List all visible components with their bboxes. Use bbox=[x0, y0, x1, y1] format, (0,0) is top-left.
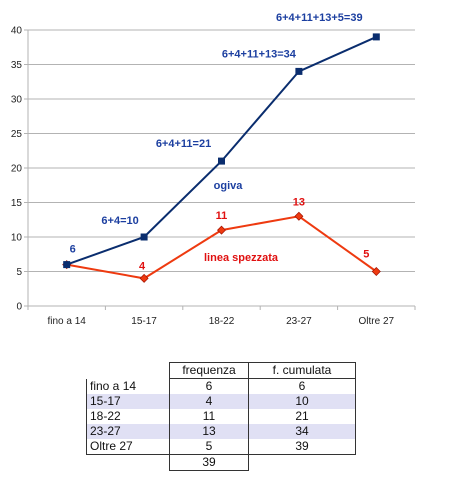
grid-lines bbox=[28, 29, 415, 272]
y-tick-label: 35 bbox=[11, 60, 23, 71]
series-name-label: ogiva bbox=[214, 180, 244, 192]
data-label: 6+4=10 bbox=[101, 215, 138, 227]
row-cumulata: 34 bbox=[248, 424, 356, 439]
table-total-row: 39 bbox=[87, 454, 356, 471]
row-label: 18-22 bbox=[86, 409, 170, 424]
row-cumulata: 39 bbox=[248, 439, 356, 455]
data-label: 13 bbox=[293, 196, 305, 208]
x-tick-label: fino a 14 bbox=[48, 316, 87, 327]
data-labels-layer: 6 6+4=10 6+4+11=21 6+4+11+13=34 6+4+11+13+5=… bbox=[70, 12, 370, 272]
data-point bbox=[371, 267, 381, 276]
table-header-row: frequenza f. cumulata bbox=[87, 362, 356, 379]
y-tick-label: 20 bbox=[11, 164, 23, 175]
data-label: 6+4+11+13=34 bbox=[222, 48, 297, 60]
table-row: 23-27 13 34 bbox=[86, 424, 356, 439]
header-f-cumulata: f. cumulata bbox=[248, 362, 356, 379]
data-label: 11 bbox=[216, 210, 228, 222]
table-row: 15-17 4 10 bbox=[86, 394, 356, 409]
row-cumulata: 10 bbox=[248, 394, 356, 409]
data-point bbox=[217, 225, 226, 235]
table-row: Oltre 27 5 39 bbox=[86, 439, 356, 455]
row-frequenza: 4 bbox=[169, 394, 249, 409]
row-frequenza: 13 bbox=[169, 424, 249, 439]
row-label: 15-17 bbox=[86, 394, 170, 409]
row-frequenza: 11 bbox=[169, 409, 249, 424]
x-tick-label: Oltre 27 bbox=[359, 316, 395, 327]
y-tick-label: 0 bbox=[16, 302, 22, 313]
frequency-table: frequenza f. cumulata fino a 14 6 6 15-1… bbox=[86, 362, 356, 471]
data-point bbox=[372, 33, 380, 41]
row-cumulata: 6 bbox=[248, 378, 356, 394]
y-tick-label: 15 bbox=[11, 198, 23, 209]
data-point bbox=[218, 157, 225, 165]
row-label: 23-27 bbox=[86, 424, 170, 439]
series-name-label: linea spezzata bbox=[204, 252, 279, 264]
y-tick-label: 25 bbox=[11, 129, 23, 140]
row-frequenza: 5 bbox=[169, 439, 249, 455]
data-point bbox=[139, 273, 149, 283]
y-tick-label: 5 bbox=[16, 267, 22, 278]
data-point bbox=[295, 67, 303, 75]
data-point bbox=[294, 211, 304, 221]
data-label: 6+4+11+13+5=39 bbox=[276, 12, 363, 24]
data-point bbox=[63, 261, 71, 269]
series-layer bbox=[62, 33, 381, 283]
total-frequenza: 39 bbox=[169, 454, 249, 471]
data-label: 4 bbox=[139, 260, 146, 272]
data-label: 6 bbox=[70, 244, 76, 256]
x-tick-label: 23-27 bbox=[286, 316, 312, 327]
x-tick-label: 15-17 bbox=[131, 316, 157, 327]
row-cumulata: 21 bbox=[248, 409, 356, 424]
y-tick-label: 10 bbox=[11, 233, 23, 244]
line-chart: 0 5 10 15 20 25 30 35 40 fino a 14 15-17 18-22 23-27… bbox=[11, 12, 416, 327]
y-tick-label: 40 bbox=[11, 26, 23, 37]
data-label: 6+4+11=21 bbox=[156, 138, 211, 150]
axes: 0 5 10 15 20 25 30 35 40 fino a 14 15-17 18-22 23-27… bbox=[11, 26, 416, 327]
row-label: fino a 14 bbox=[86, 378, 170, 394]
x-tick-label: 18-22 bbox=[209, 316, 235, 327]
header-frequenza: frequenza bbox=[169, 362, 249, 379]
table-row: fino a 14 6 6 bbox=[86, 378, 356, 394]
y-tick-label: 30 bbox=[11, 95, 23, 106]
data-point bbox=[140, 233, 148, 241]
row-frequenza: 6 bbox=[169, 378, 249, 394]
row-label: Oltre 27 bbox=[86, 439, 170, 455]
table-row: 18-22 11 21 bbox=[86, 409, 356, 424]
data-label: 5 bbox=[363, 249, 369, 261]
